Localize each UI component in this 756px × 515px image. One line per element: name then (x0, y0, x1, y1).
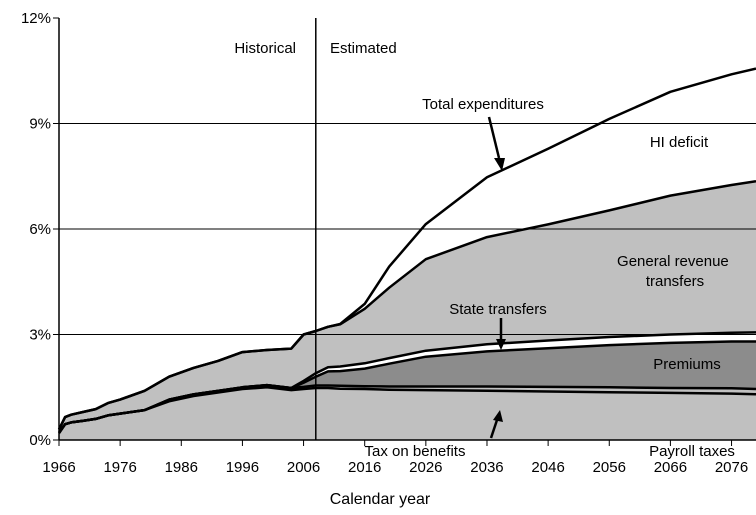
x-tick-label: 2066 (654, 459, 687, 476)
axes (53, 17, 756, 446)
hi-deficit-label: HI deficit (650, 134, 709, 151)
total-expenditures-label: Total expenditures (422, 96, 544, 113)
series-lines (57, 67, 756, 434)
total-expenditures-arrow (487, 116, 501, 159)
total-expenditures-line (57, 67, 756, 430)
boundary-line-state-transfers (57, 331, 756, 434)
area-general-revenue-transfers (59, 181, 756, 433)
tax-on-benefits-arrowhead (493, 410, 503, 422)
x-tick-label: 2036 (470, 459, 503, 476)
x-tick-label: 2026 (409, 459, 442, 476)
tax-on-benefits-arrow (489, 419, 499, 439)
tax-on-benefits-label: Tax on benefits (365, 443, 466, 460)
y-tick-label: 6% (29, 221, 51, 238)
x-tick-label: 1996 (226, 459, 259, 476)
total-expenditures-arrowhead (494, 158, 505, 171)
x-tick-label: 2006 (287, 459, 320, 476)
y-tick-label: 9% (29, 116, 51, 133)
area-hi-deficit (59, 68, 756, 430)
general-revenue-label: General revenue transfers (617, 253, 733, 290)
y-tick-labels: 0% 3% 6% 9% 12% (21, 10, 51, 449)
area-premiums (59, 341, 756, 433)
x-tick-label: 1976 (103, 459, 136, 476)
x-tick-label: 1966 (42, 459, 75, 476)
x-tick-labels: 1966 1976 1986 1996 2006 2016 2026 2036 2046 2056… (42, 459, 748, 476)
x-tick-label: 2046 (531, 459, 564, 476)
state-transfers-arrowhead (496, 339, 506, 350)
estimated-label: Estimated (330, 40, 397, 57)
x-tick-label: 1986 (165, 459, 198, 476)
premiums-label: Premiums (653, 356, 721, 373)
area-payroll-taxes (59, 387, 756, 440)
y-tick-label: 12% (21, 10, 51, 27)
x-tick-label: 2076 (715, 459, 748, 476)
historical-label: Historical (234, 40, 296, 57)
x-tick-label: 2016 (348, 459, 381, 476)
y-tick-label: 0% (29, 432, 51, 449)
area-tax-on-benefits (59, 385, 756, 433)
payroll-taxes-label: Payroll taxes (649, 443, 735, 460)
x-axis-title: Calendar year (330, 491, 431, 508)
x-tick-label: 2056 (593, 459, 626, 476)
state-transfers-label: State transfers (449, 301, 547, 318)
y-tick-label: 3% (29, 327, 51, 344)
